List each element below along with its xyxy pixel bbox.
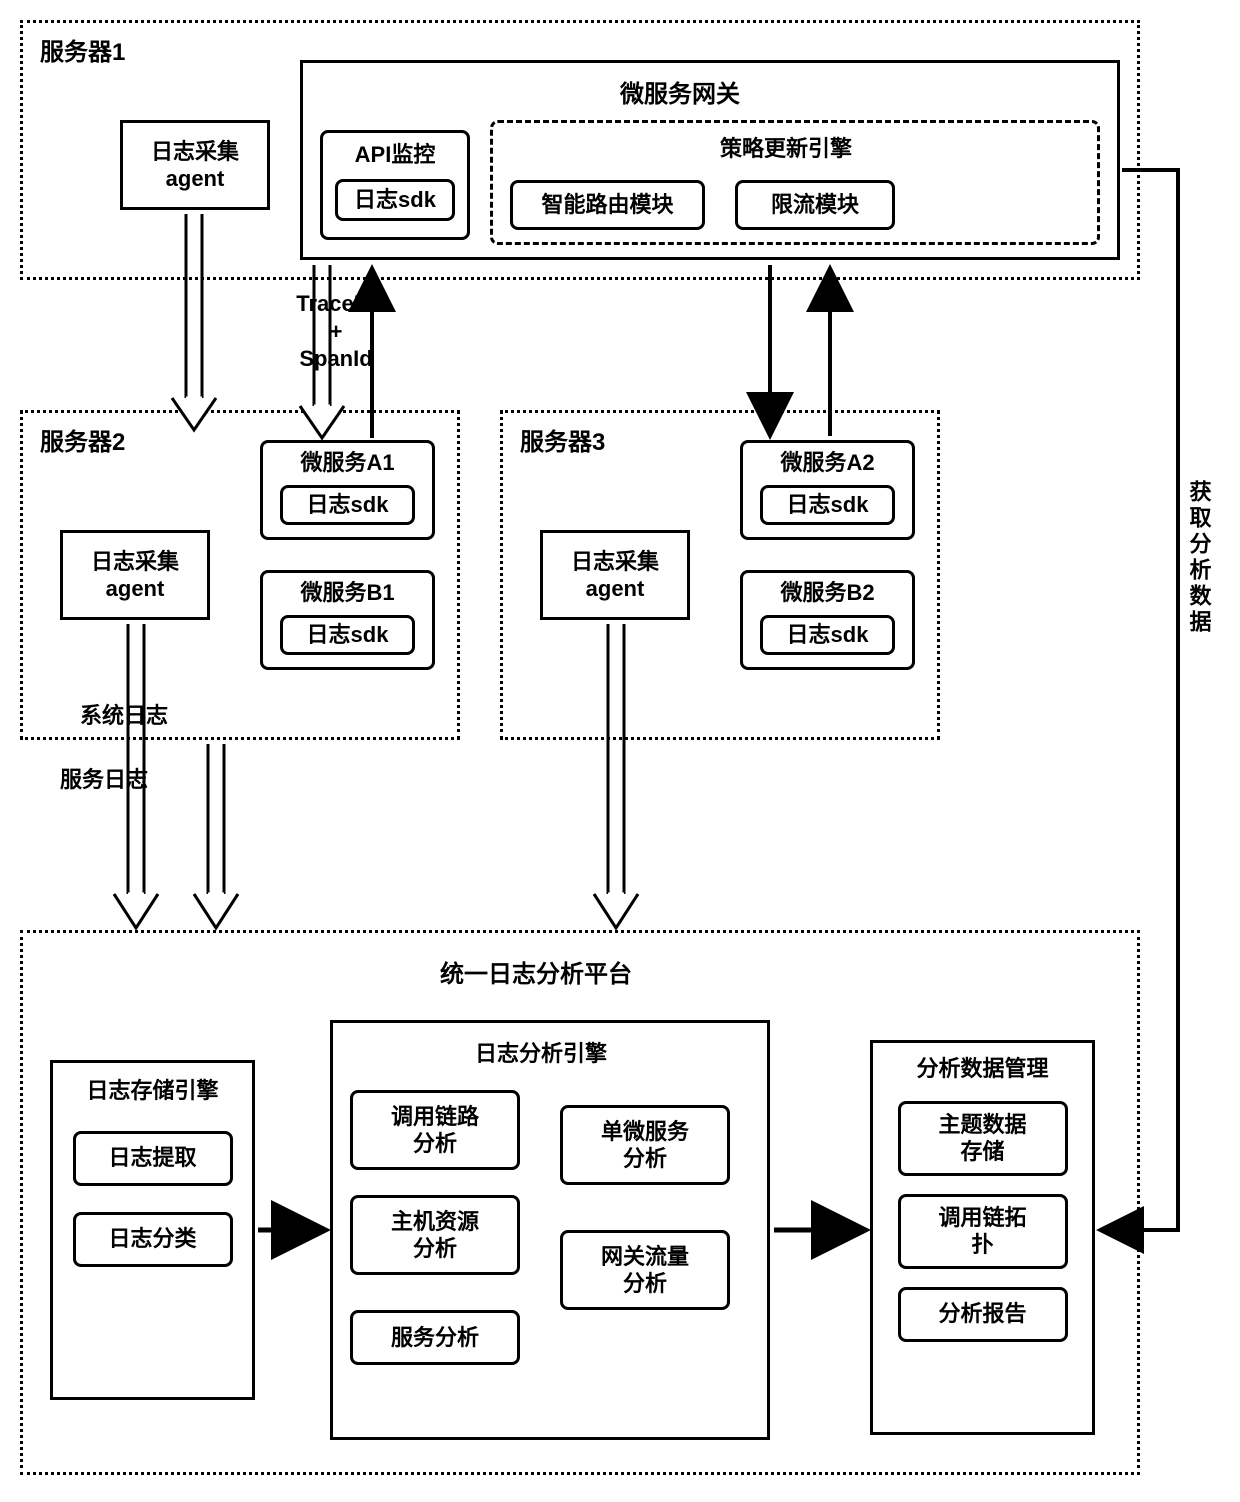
server2-title: 服务器2 — [40, 428, 125, 458]
call-topo-box: 调用链拓 扑 — [898, 1194, 1068, 1269]
server2-msa-sdk-label: 日志sdk — [307, 491, 389, 519]
storage-engine-label: 日志存储引擎 — [86, 1077, 218, 1105]
log-classify-box: 日志分类 — [73, 1212, 233, 1267]
storage-engine-box: 日志存储引擎 日志提取 日志分类 — [50, 1060, 255, 1400]
api-monitor-sdk: 日志sdk — [335, 179, 455, 221]
rate-limit-label: 限流模块 — [771, 191, 859, 219]
data-mgmt-box: 分析数据管理 主题数据 存储 调用链拓 扑 分析报告 — [870, 1040, 1095, 1435]
log-extract-box: 日志提取 — [73, 1131, 233, 1186]
server3-agent: 日志采集 agent — [540, 530, 690, 620]
log-classify-label: 日志分类 — [108, 1225, 196, 1253]
svc-analysis-label: 服务分析 — [391, 1324, 479, 1352]
api-monitor-box: API监控 日志sdk — [320, 130, 470, 240]
call-chain-box: 调用链路 分析 — [350, 1090, 520, 1170]
server2-agent: 日志采集 agent — [60, 530, 210, 620]
server1-agent-label: 日志采集 agent — [151, 138, 239, 193]
server3-msb-sdk-label: 日志sdk — [787, 621, 869, 649]
server2-msb-sdk-label: 日志sdk — [307, 621, 389, 649]
gw-traffic-label: 网关流量 分析 — [601, 1243, 689, 1298]
single-ms-label: 单微服务 分析 — [601, 1118, 689, 1173]
host-res-label: 主机资源 分析 — [391, 1208, 479, 1263]
svc-analysis-box: 服务分析 — [350, 1310, 520, 1365]
gw-traffic-box: 网关流量 分析 — [560, 1230, 730, 1310]
smart-route-label: 智能路由模块 — [541, 191, 673, 219]
call-chain-label: 调用链路 分析 — [391, 1103, 479, 1158]
api-monitor-label: API监控 — [355, 141, 436, 169]
server3-msa: 微服务A2 日志sdk — [740, 440, 915, 540]
topic-store-label: 主题数据 存储 — [938, 1111, 1026, 1166]
gateway-title: 微服务网关 — [620, 80, 740, 110]
trace-label: TraceID + SpanId — [286, 290, 386, 373]
server1-title: 服务器1 — [40, 38, 125, 68]
server3-msa-sdk-label: 日志sdk — [787, 491, 869, 519]
server2-msb-label: 微服务B1 — [300, 579, 394, 607]
server3-msa-sdk: 日志sdk — [760, 485, 895, 525]
log-extract-label: 日志提取 — [108, 1144, 196, 1172]
server3-msb-label: 微服务B2 — [780, 579, 874, 607]
server3-title: 服务器3 — [520, 428, 605, 458]
server2-msb: 微服务B1 日志sdk — [260, 570, 435, 670]
server2-msb-sdk: 日志sdk — [280, 615, 415, 655]
server2-msa: 微服务A1 日志sdk — [260, 440, 435, 540]
rate-limit-box: 限流模块 — [735, 180, 895, 230]
server2-msa-sdk: 日志sdk — [280, 485, 415, 525]
server3-msa-label: 微服务A2 — [780, 449, 874, 477]
smart-route-box: 智能路由模块 — [510, 180, 705, 230]
api-monitor-sdk-label: 日志sdk — [354, 186, 436, 214]
server2-msa-label: 微服务A1 — [300, 449, 394, 477]
single-ms-box: 单微服务 分析 — [560, 1105, 730, 1185]
syslog-label: 系统日志 — [80, 702, 168, 730]
report-label: 分析报告 — [938, 1300, 1026, 1328]
data-mgmt-label: 分析数据管理 — [916, 1055, 1048, 1083]
right-label: 获取分析数据 — [1185, 480, 1213, 636]
svclog-label: 服务日志 — [60, 766, 148, 794]
platform-title: 统一日志分析平台 — [440, 960, 632, 990]
server3-msb: 微服务B2 日志sdk — [740, 570, 915, 670]
topic-store-box: 主题数据 存储 — [898, 1101, 1068, 1176]
server2-agent-label: 日志采集 agent — [91, 548, 179, 603]
call-topo-label: 调用链拓 扑 — [938, 1204, 1026, 1259]
report-box: 分析报告 — [898, 1287, 1068, 1342]
policy-engine-title: 策略更新引擎 — [720, 135, 852, 163]
server3-agent-label: 日志采集 agent — [571, 548, 659, 603]
server1-agent: 日志采集 agent — [120, 120, 270, 210]
analysis-engine-label: 日志分析引擎 — [475, 1040, 607, 1068]
host-res-box: 主机资源 分析 — [350, 1195, 520, 1275]
server3-msb-sdk: 日志sdk — [760, 615, 895, 655]
